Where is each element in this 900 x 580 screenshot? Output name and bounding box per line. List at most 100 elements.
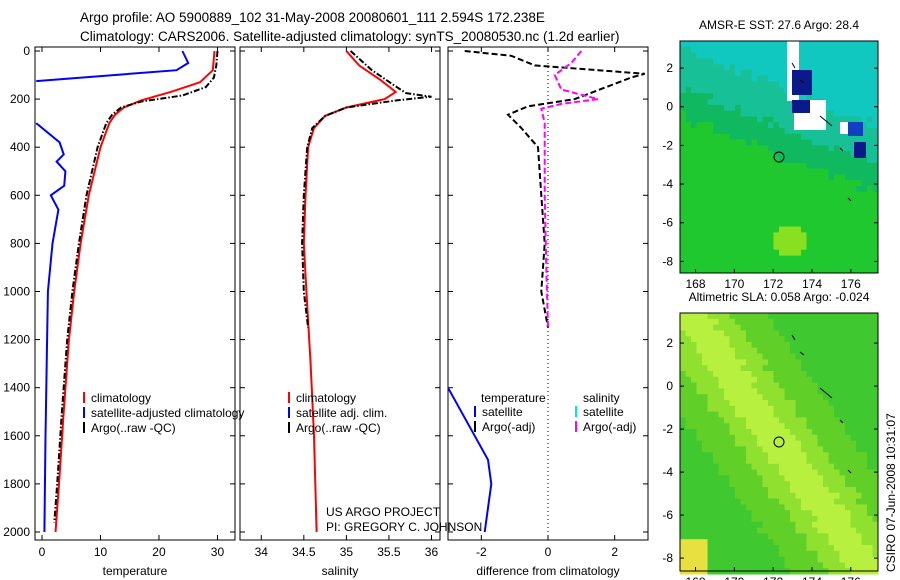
map-cell: [806, 365, 813, 372]
map-cell: [740, 324, 747, 331]
map-cell: [685, 324, 692, 331]
map-cell: [823, 87, 829, 94]
map-cell: [850, 168, 857, 175]
map-cell: [795, 533, 802, 540]
map-cell: [861, 411, 868, 418]
map-cell: [823, 423, 829, 430]
map-cell: [856, 527, 862, 534]
map-cell: [817, 405, 824, 413]
map-cell: [724, 342, 730, 349]
project-label: US ARGO PROJECT: [326, 505, 441, 519]
map-cell: [817, 64, 824, 71]
map-cell: [779, 174, 785, 181]
y-tick-label: 1200: [3, 333, 30, 347]
map-cell: [746, 487, 752, 494]
map-cell: [856, 440, 862, 447]
map-cell: [740, 382, 747, 389]
map-cell: [839, 318, 846, 326]
map-cell: [773, 382, 780, 389]
map-cell: [724, 376, 730, 384]
map-cell: [812, 215, 818, 222]
map-cell: [845, 388, 851, 395]
map-cell: [850, 145, 857, 152]
map-cell: [801, 52, 807, 59]
map-cell: [828, 411, 835, 418]
map-cell: [861, 504, 868, 511]
series-line-climatology: [302, 50, 398, 533]
map-cell: [801, 347, 807, 355]
map-cell: [806, 209, 813, 216]
map-cell: [713, 255, 719, 262]
map-cell: [850, 99, 857, 106]
map-cell: [713, 550, 719, 558]
map-cell: [746, 475, 752, 482]
map-cell: [713, 75, 719, 83]
map-cell: [713, 52, 719, 59]
map-cell: [828, 527, 835, 534]
map-cell: [735, 116, 741, 123]
map-cell: [795, 168, 802, 175]
map-cell: [729, 440, 736, 447]
map-cell: [762, 342, 769, 349]
map-cell: [707, 371, 714, 378]
map-cell: [861, 226, 868, 233]
map-cell: [817, 510, 824, 517]
map-cell: [735, 394, 741, 401]
map-cell: [729, 157, 736, 164]
map-cell: [691, 139, 697, 146]
map-cell: [724, 52, 730, 59]
map-cell: [713, 492, 719, 500]
map-cell: [801, 440, 807, 447]
map-cell: [861, 238, 868, 245]
map-cell: [707, 110, 714, 117]
map-cell: [757, 267, 763, 274]
map-cell: [773, 550, 780, 558]
map-cell: [718, 481, 725, 488]
map-cell: [779, 58, 785, 65]
map-cell: [740, 58, 747, 65]
map-cell: [691, 180, 697, 187]
map-cell: [872, 203, 879, 210]
map-cell: [784, 475, 791, 482]
map-cell: [729, 376, 736, 384]
map-cell: [812, 197, 818, 204]
map-cell: [790, 400, 796, 407]
x-tick-label: 36: [425, 545, 439, 559]
map-cell: [707, 394, 714, 401]
map-cell: [784, 539, 791, 546]
map-cell: [751, 487, 758, 494]
legend-swatch: [474, 421, 476, 432]
map-cell: [856, 261, 862, 268]
map-cell: [795, 527, 802, 534]
map-cell: [691, 504, 697, 511]
map-cell: [718, 70, 725, 77]
map-cell: [702, 116, 708, 123]
map-cell: [729, 516, 736, 523]
map-cell: [861, 458, 868, 465]
map-cell: [834, 99, 840, 106]
map-cell: [740, 122, 747, 129]
map-cell: [740, 365, 747, 372]
map-cell: [856, 498, 862, 505]
map-cell: [762, 209, 769, 216]
map-cell: [850, 261, 857, 268]
map-cell: [834, 191, 840, 199]
map-cell: [751, 446, 758, 453]
map-cell: [795, 394, 802, 401]
map-cell: [729, 498, 736, 505]
map-cell: [867, 313, 873, 320]
map-cell: [823, 487, 829, 494]
map-cell: [790, 434, 796, 442]
map-cell: [856, 226, 862, 233]
map-cell: [680, 342, 686, 349]
map-cell: [845, 197, 851, 204]
map-cell: [685, 70, 692, 77]
map-cell: [751, 463, 758, 471]
map-cell: [751, 417, 758, 424]
map-cell: [790, 238, 796, 245]
map-cell: [685, 81, 692, 88]
map-cell: [817, 539, 824, 546]
map-cell: [834, 220, 840, 228]
map-cell: [729, 365, 736, 372]
map-cell: [680, 318, 686, 326]
